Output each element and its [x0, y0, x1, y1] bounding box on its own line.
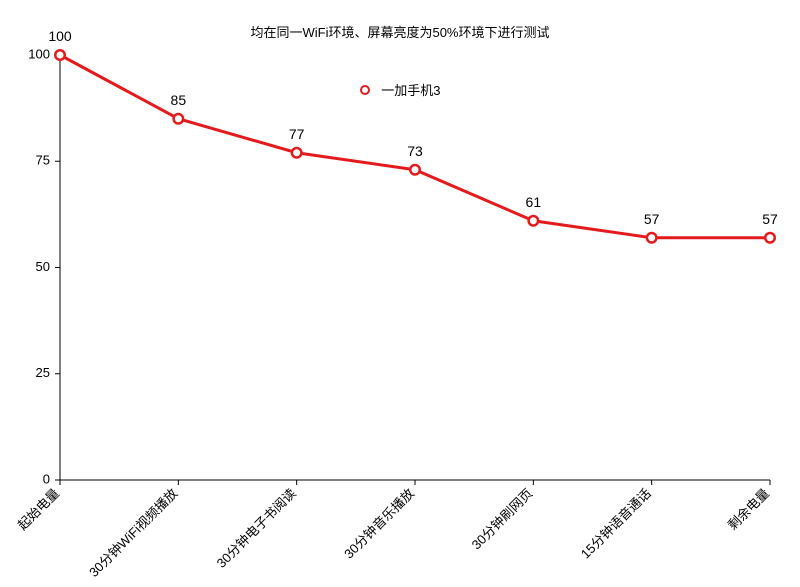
x-tick-label: 30分钟刷网页 — [469, 486, 536, 553]
data-labels-group: 100 85 77 73 61 57 57 — [48, 28, 778, 227]
chart-svg: 0 25 50 75 100 起始电量 30分钟WiFi视频播放 30分钟电子书阅读 30分钟… — [0, 0, 800, 587]
data-label: 73 — [407, 143, 423, 159]
x-tick-label: 30分钟电子书阅读 — [214, 486, 299, 571]
x-tick-label: 剩余电量 — [725, 486, 772, 533]
y-tick-label: 75 — [36, 153, 50, 168]
battery-chart: 均在同一WiFi环境、屏幕亮度为50%环境下进行测试 一加手机3 0255075… — [0, 0, 800, 587]
x-tick-label: 起始电量 — [15, 486, 62, 533]
data-label: 57 — [644, 211, 660, 227]
data-label: 57 — [762, 211, 778, 227]
x-axis: 起始电量 30分钟WiFi视频播放 30分钟电子书阅读 30分钟音乐播放 30分钟刷网页… — [15, 480, 772, 580]
y-tick-label: 0 — [43, 471, 50, 486]
y-tick-label: 100 — [28, 46, 50, 61]
data-label: 61 — [526, 194, 542, 210]
data-label: 77 — [289, 126, 305, 142]
data-label: 100 — [48, 28, 72, 44]
x-tick-label: 30分钟音乐播放 — [341, 486, 417, 562]
y-axis: 0 25 50 75 100 — [28, 46, 770, 486]
y-tick-label: 50 — [36, 259, 50, 274]
y-tick-label: 25 — [36, 365, 50, 380]
x-tick-label: 15分钟语音通话 — [578, 486, 654, 562]
x-tick-label: 30分钟WiFi视频播放 — [86, 486, 180, 580]
data-label: 85 — [171, 92, 187, 108]
